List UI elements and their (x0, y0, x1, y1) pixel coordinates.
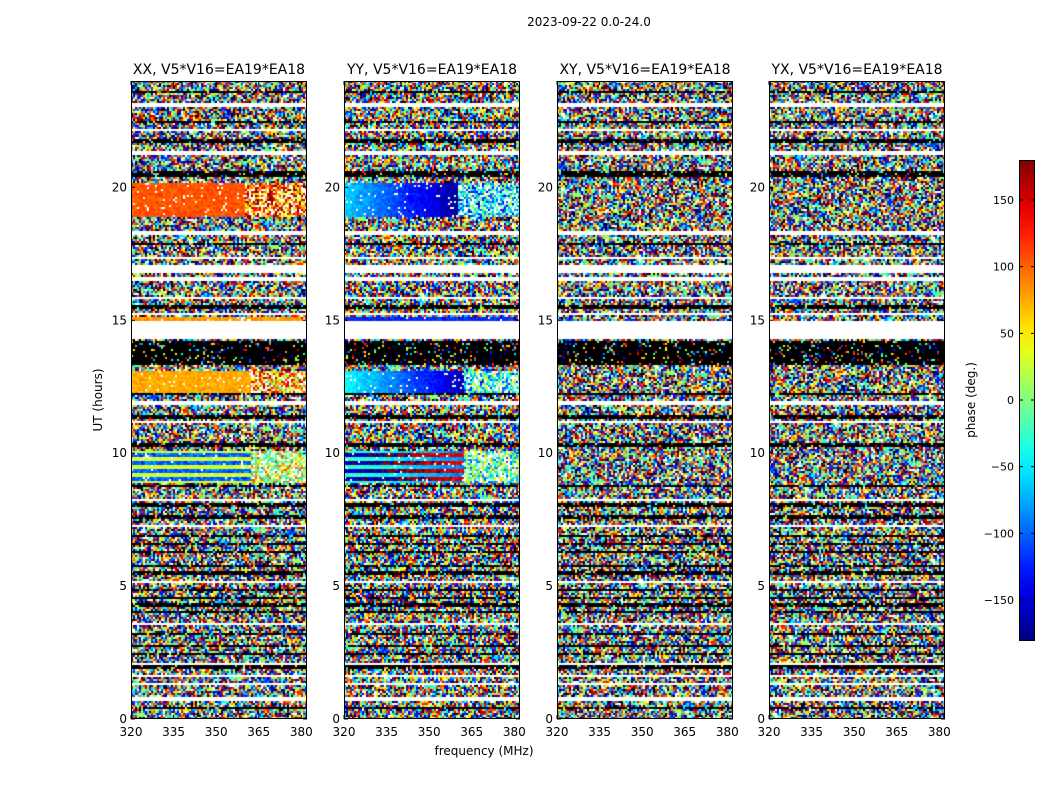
y-tick-label: 0 (332, 712, 340, 726)
panel-title: YX, V5*V16=EA19*EA18 (770, 62, 942, 78)
y-tick-label: 20 (750, 180, 765, 194)
colorbar-label: phase (deg.) (964, 362, 978, 438)
x-tick-label: 335 (588, 725, 611, 739)
y-tick-label: 10 (538, 446, 553, 460)
heatmap-panel: XY, V5*V16=EA19*EA18 320 335 350 365 380 0 5 10 1… (538, 62, 739, 739)
colorbar-tick-label: −100 (984, 527, 1014, 540)
x-tick-label: 380 (503, 725, 526, 739)
panel-title: YY, V5*V16=EA19*EA18 (346, 62, 517, 78)
colorbar-tick-label: −150 (984, 594, 1014, 607)
y-tick-label: 10 (325, 446, 340, 460)
x-axis-label: frequency (MHz) (434, 744, 533, 758)
y-axis-label: UT (hours) (91, 368, 105, 431)
x-tick-label: 350 (843, 725, 866, 739)
heatmap-panel: YY, V5*V16=EA19*EA18 320 335 350 365 380 0 5 10 1… (325, 62, 526, 739)
y-tick-label: 15 (112, 313, 127, 327)
y-tick-label: 0 (119, 712, 127, 726)
colorbar-tick-label: 0 (1007, 394, 1014, 407)
heatmap-panel: XX, V5*V16=EA19*EA18 320 335 350 365 380 0 5 10 1… (112, 62, 313, 739)
heatmap-panels: XX, V5*V16=EA19*EA18 320 335 350 365 380 0 5 10 1… (112, 62, 951, 739)
colorbar-gradient (1019, 160, 1035, 640)
x-tick-label: 380 (928, 725, 951, 739)
panel-title: XX, V5*V16=EA19*EA18 (133, 62, 305, 78)
x-tick-label: 320 (333, 725, 356, 739)
panel-frame (131, 81, 307, 719)
y-tick-label: 5 (119, 579, 127, 593)
x-tick-label: 350 (205, 725, 228, 739)
x-tick-label: 365 (247, 725, 270, 739)
y-tick-label: 10 (750, 446, 765, 460)
y-tick-label: 5 (545, 579, 553, 593)
x-tick-label: 350 (418, 725, 441, 739)
heatmap-image (344, 81, 520, 719)
y-tick-label: 10 (112, 446, 127, 460)
y-tick-label: 15 (325, 313, 340, 327)
x-tick-label: 365 (885, 725, 908, 739)
colorbar-tick-label: −50 (991, 461, 1014, 474)
x-tick-label: 335 (162, 725, 185, 739)
figure-title: 2023-09-22 0.0-24.0 (527, 15, 651, 29)
panel-frame (344, 81, 520, 719)
colorbar-tick-label: 50 (1000, 327, 1014, 340)
x-tick-label: 320 (758, 725, 781, 739)
phase-colorbar: phase (deg.) −150 −100 −50 0 50 100 150 (964, 160, 1035, 641)
x-tick-label: 380 (290, 725, 313, 739)
heatmap-image (769, 81, 945, 719)
panel-frame (557, 81, 733, 719)
y-tick-label: 20 (112, 180, 127, 194)
y-tick-label: 20 (325, 180, 340, 194)
y-tick-label: 20 (538, 180, 553, 194)
x-tick-label: 335 (800, 725, 823, 739)
x-tick-label: 380 (716, 725, 739, 739)
x-tick-label: 320 (120, 725, 143, 739)
x-tick-label: 335 (375, 725, 398, 739)
colorbar-tick-label: 150 (993, 194, 1014, 207)
y-tick-label: 5 (757, 579, 765, 593)
panel-frame (769, 81, 945, 719)
heatmap-image (131, 81, 307, 719)
x-tick-label: 320 (546, 725, 569, 739)
panel-title: XY, V5*V16=EA19*EA18 (559, 62, 730, 78)
y-tick-label: 0 (757, 712, 765, 726)
heatmap-image (557, 81, 733, 719)
y-tick-label: 0 (545, 712, 553, 726)
x-tick-label: 365 (460, 725, 483, 739)
x-tick-label: 350 (631, 725, 654, 739)
colorbar-tick-label: 100 (993, 261, 1014, 274)
x-tick-label: 365 (673, 725, 696, 739)
heatmap-panel: YX, V5*V16=EA19*EA18 320 335 350 365 380 0 5 10 1… (750, 62, 951, 739)
y-tick-label: 15 (750, 313, 765, 327)
y-tick-label: 15 (538, 313, 553, 327)
y-tick-label: 5 (332, 579, 340, 593)
